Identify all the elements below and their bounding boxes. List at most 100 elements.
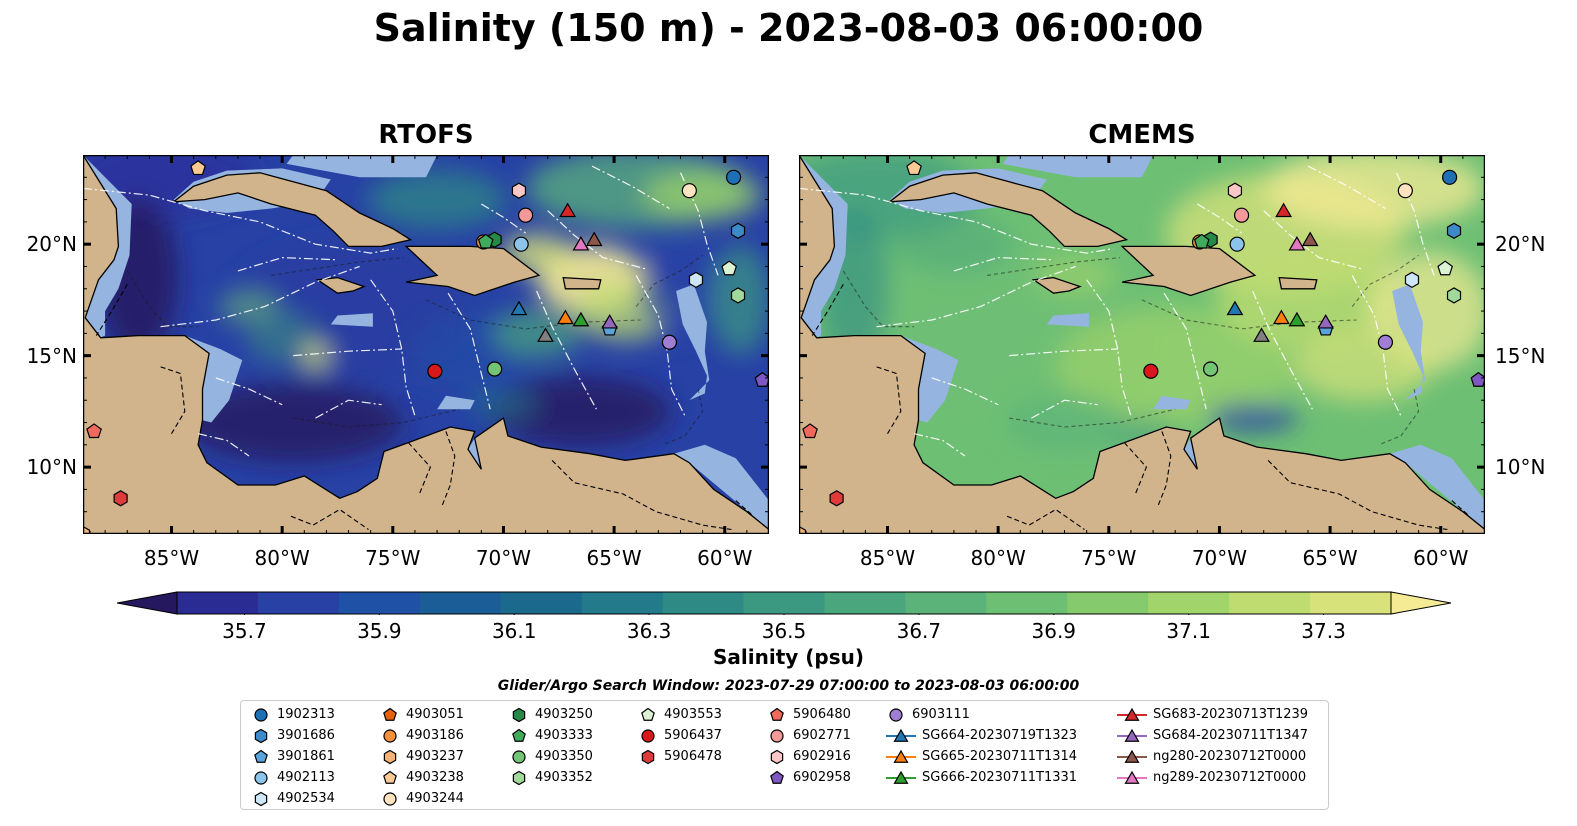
legend-item: 5906437	[638, 725, 722, 746]
float-marker	[1273, 309, 1290, 325]
float-marker	[730, 222, 746, 239]
panel-title-rtofs: RTOFS	[378, 120, 474, 150]
float-marker	[1288, 311, 1306, 327]
colorbar-title: Salinity (psu)	[712, 645, 864, 669]
legend-item: ng280-20230712T0000	[1117, 746, 1306, 767]
legend-label: 4903333	[535, 728, 593, 743]
colorbar	[117, 591, 1451, 615]
legend-label: ng280-20230712T0000	[1153, 749, 1307, 764]
float-marker	[572, 235, 590, 251]
float-marker	[661, 334, 678, 350]
float-marker	[585, 231, 603, 247]
legend-label: 4903237	[406, 749, 464, 764]
legend-label: 4902113	[277, 770, 335, 785]
legend-label: 4903350	[535, 749, 593, 764]
float-marker	[557, 309, 574, 325]
x-tick-label: 85°W	[143, 546, 200, 570]
shelf-area	[184, 335, 243, 423]
x-tick-label: 65°W	[586, 546, 642, 570]
y-tick-label-left: 15°N	[26, 343, 77, 368]
legend-label: 4903352	[535, 770, 593, 785]
y-tick-label-left: 20°N	[26, 232, 77, 257]
colorbar-tick-label: 35.7	[222, 619, 267, 643]
y-tick-label-right: 10°N	[1495, 455, 1546, 480]
float-marker	[1227, 182, 1243, 199]
triangle-marker-icon	[1117, 707, 1147, 721]
colorbar-tick-label: 35.9	[357, 619, 402, 643]
shelf-area	[1046, 313, 1089, 327]
legend: 1902313 3901686 3901861 4902113 4902534 49030…	[240, 700, 1329, 810]
legend-label: 3901686	[277, 728, 335, 743]
float-marker	[725, 169, 742, 185]
y-tick-label-right: 15°N	[1495, 343, 1546, 368]
colorbar-tick-label: 36.5	[761, 619, 807, 643]
land-cuba	[887, 172, 1129, 248]
legend-item: 1902313	[251, 704, 335, 725]
x-tick-label: 65°W	[1302, 546, 1358, 570]
legend-item: 4903333	[509, 725, 593, 746]
x-tick-label: 70°W	[1191, 546, 1248, 570]
legend-item: 4903350	[509, 746, 593, 767]
hexagon-marker-icon	[512, 770, 526, 785]
float-marker	[1233, 207, 1250, 223]
legend-label: 6903111	[912, 707, 970, 722]
float-marker	[559, 202, 577, 218]
legend-item: 4902113	[251, 767, 335, 788]
circle-marker-icon	[889, 707, 903, 722]
triangle-marker-icon	[886, 770, 916, 784]
colorbar-tick-label: 36.9	[1031, 619, 1077, 643]
hexagon-marker-icon	[383, 749, 397, 764]
float-marker	[427, 363, 443, 379]
x-tick-label: 60°W	[1413, 546, 1469, 570]
float-marker	[1275, 202, 1293, 218]
float-marker	[1446, 222, 1462, 239]
float-marker	[906, 160, 922, 176]
float-marker	[802, 423, 818, 439]
legend-item: 3901686	[251, 725, 335, 746]
float-marker	[83, 525, 91, 534]
float-marker	[1288, 235, 1306, 251]
float-marker	[1317, 314, 1335, 329]
float-marker	[681, 183, 697, 199]
legend-item: 4903051	[380, 704, 464, 725]
legend-item: 5906478	[638, 746, 722, 767]
float-marker	[730, 287, 746, 304]
legend-item: SG684-20230711T1347	[1117, 725, 1308, 746]
pentagon-marker-icon	[770, 770, 784, 784]
pentagon-marker-icon	[383, 770, 397, 784]
pentagon-marker-icon	[254, 749, 268, 763]
land-jamaica	[1031, 276, 1082, 294]
shelf-area	[900, 335, 959, 423]
float-marker	[113, 490, 128, 507]
map-panel-cmems	[799, 155, 1485, 534]
legend-item: 4903250	[509, 704, 593, 725]
legend-item: 6902771	[767, 725, 851, 746]
legend-item: 6902958	[767, 767, 851, 788]
legend-item: SG666-20230711T1331	[886, 767, 1077, 788]
x-tick-label: 60°W	[697, 546, 753, 570]
float-marker	[1441, 169, 1458, 185]
triangle-marker-icon	[1117, 770, 1147, 784]
float-marker	[1253, 327, 1270, 342]
legend-label: 5906478	[664, 749, 722, 764]
legend-label: 4903051	[406, 707, 464, 722]
legend-label: 5906480	[793, 707, 851, 722]
legend-item: 4903237	[380, 746, 464, 767]
float-marker	[487, 361, 503, 377]
x-tick-label: 70°W	[475, 546, 532, 570]
shelf-area	[676, 284, 710, 401]
legend-item: 4903352	[509, 767, 593, 788]
float-marker	[601, 314, 619, 329]
float-marker	[517, 207, 534, 223]
float-marker	[1437, 260, 1454, 276]
legend-item: 4903244	[380, 788, 464, 809]
land-jamaica	[315, 276, 366, 294]
land-cuba	[171, 172, 413, 248]
legend-item: 3901861	[251, 746, 335, 767]
shelf-area	[286, 155, 438, 178]
circle-marker-icon	[770, 728, 784, 743]
float-marker	[721, 260, 738, 276]
legend-label: 4903553	[664, 707, 722, 722]
land-hispaniola	[1120, 245, 1257, 297]
legend-label: 4903238	[406, 770, 464, 785]
